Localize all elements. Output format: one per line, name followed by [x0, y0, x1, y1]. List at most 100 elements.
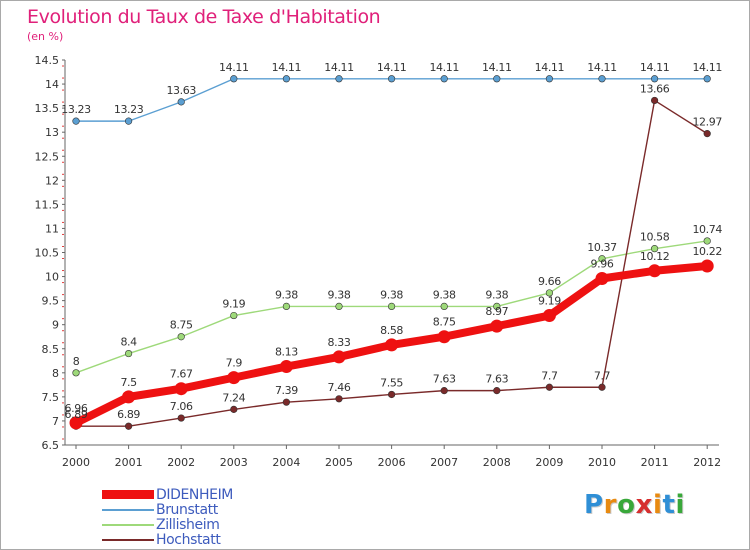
data-label-didenheim: 9.19: [538, 295, 561, 308]
data-point-hochstatt: [282, 398, 291, 406]
data-point-brunstatt: [440, 75, 448, 83]
data-point-didenheim: [332, 350, 346, 364]
data-label-didenheim: 8.58: [380, 324, 403, 337]
data-label-zillisheim: 9.66: [538, 275, 561, 288]
legend-swatch-didenheim: [102, 490, 154, 499]
x-tick-label: 2003: [220, 456, 248, 469]
y-tick-label: 7: [52, 415, 59, 428]
data-point-hochstatt: [650, 96, 659, 105]
data-label-brunstatt: 13.23: [114, 103, 144, 116]
legend-swatch-hochstatt: [102, 538, 154, 541]
data-label-hochstatt: 7.06: [170, 400, 193, 413]
y-tick-label: 13.5: [35, 102, 60, 115]
data-point-zillisheim: [230, 311, 238, 320]
y-axis-unit-label: (en %): [27, 30, 64, 43]
data-label-brunstatt: 14.11: [324, 61, 354, 74]
legend-item-didenheim: DIDENHEIM: [102, 487, 233, 502]
data-point-brunstatt: [493, 75, 501, 83]
data-point-didenheim: [700, 259, 714, 273]
logo-letter: i: [675, 490, 685, 520]
data-point-zillisheim: [124, 349, 133, 358]
data-point-zillisheim: [335, 302, 343, 311]
data-point-didenheim: [648, 264, 662, 278]
data-label-didenheim: 8.13: [275, 346, 298, 359]
data-point-brunstatt: [388, 75, 396, 83]
logo-letter: P: [584, 490, 604, 520]
y-tick-label: 14.5: [35, 54, 60, 67]
x-tick-label: 2011: [641, 456, 669, 469]
legend-label-didenheim: DIDENHEIM: [156, 486, 233, 503]
data-label-hochstatt: 7.7: [594, 369, 611, 382]
x-tick-label: 2008: [483, 456, 511, 469]
data-label-brunstatt: 14.11: [272, 61, 302, 74]
data-label-brunstatt: 14.11: [640, 61, 670, 74]
y-tick-label: 11.5: [35, 198, 60, 211]
y-tick-label: 9: [52, 319, 59, 332]
legend-swatch-brunstatt: [102, 508, 154, 511]
data-point-didenheim: [227, 371, 241, 385]
legend-label-brunstatt: Brunstatt: [156, 501, 218, 518]
y-tick-label: 11: [45, 222, 59, 235]
data-point-brunstatt: [703, 75, 711, 83]
data-point-zillisheim: [598, 255, 606, 263]
legend-item-brunstatt: Brunstatt: [102, 502, 233, 517]
data-label-didenheim: 8.75: [433, 316, 456, 329]
series-didenheim: [69, 259, 714, 430]
data-point-zillisheim: [72, 369, 80, 377]
x-tick-label: 2009: [535, 456, 563, 469]
data-point-hochstatt: [545, 383, 554, 391]
data-point-brunstatt: [177, 98, 185, 106]
data-point-brunstatt: [335, 75, 343, 83]
x-tick-label: 2007: [430, 456, 458, 469]
data-point-didenheim: [437, 330, 451, 344]
data-point-didenheim: [69, 416, 83, 430]
data-label-brunstatt: 13.23: [61, 103, 91, 116]
data-point-brunstatt: [650, 75, 659, 83]
data-label-brunstatt: 14.11: [482, 61, 512, 74]
data-label-didenheim: 9.96: [591, 257, 614, 270]
data-point-hochstatt: [177, 414, 185, 422]
y-tick-label: 10: [45, 271, 59, 284]
data-label-hochstatt: 7.63: [485, 373, 508, 386]
x-tick-label: 2005: [325, 456, 353, 469]
data-label-zillisheim: 9.38: [433, 288, 456, 301]
data-label-brunstatt: 14.11: [429, 61, 459, 74]
data-point-zillisheim: [440, 302, 448, 311]
data-point-zillisheim: [282, 302, 291, 311]
x-tick-label: 2010: [588, 456, 616, 469]
data-point-hochstatt: [493, 387, 501, 395]
y-tick-label: 14: [45, 78, 59, 91]
data-label-zillisheim: 10.58: [640, 231, 670, 244]
data-label-hochstatt: 6.89: [117, 408, 140, 421]
data-point-didenheim: [385, 338, 399, 352]
x-tick-label: 2001: [115, 456, 143, 469]
data-point-zillisheim: [650, 245, 659, 253]
y-tick-label: 7.5: [42, 391, 60, 404]
data-label-hochstatt: 7.7: [541, 369, 558, 382]
data-label-didenheim: 7.5: [120, 376, 137, 389]
legend-swatch-zillisheim: [102, 523, 154, 526]
x-tick-label: 2006: [378, 456, 406, 469]
data-point-brunstatt: [124, 117, 133, 125]
data-label-hochstatt: 7.55: [380, 376, 403, 389]
data-label-hochstatt: 7.24: [222, 391, 245, 404]
series-brunstatt: [72, 75, 711, 125]
data-label-brunstatt: 14.11: [587, 61, 617, 74]
data-label-hochstatt: 13.66: [640, 82, 670, 95]
series-zillisheim: [72, 237, 711, 377]
data-point-zillisheim: [493, 302, 501, 311]
x-tick-label: 2002: [167, 456, 195, 469]
chart-legend: DIDENHEIM Brunstatt Zillisheim Hochstatt: [102, 487, 233, 547]
data-label-zillisheim: 9.38: [485, 288, 508, 301]
proxiti-logo: Proxiti: [584, 490, 685, 520]
data-label-hochstatt: 7.39: [275, 384, 298, 397]
data-label-hochstatt: 7.63: [433, 373, 456, 386]
data-label-didenheim: 10.12: [640, 250, 670, 263]
data-label-zillisheim: 9.38: [328, 288, 351, 301]
data-point-brunstatt: [230, 75, 238, 83]
y-tick-label: 13: [45, 126, 59, 139]
data-point-hochstatt: [124, 422, 133, 430]
data-label-brunstatt: 13.63: [166, 84, 196, 97]
data-label-didenheim: 6.96: [65, 402, 88, 415]
